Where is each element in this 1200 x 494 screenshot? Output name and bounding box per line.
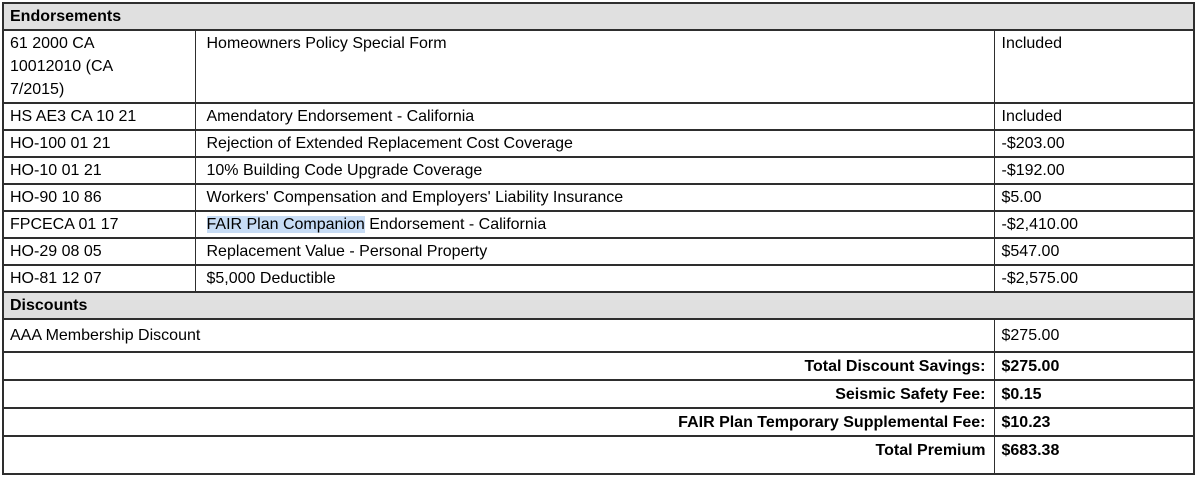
endorsement-code: HO-100 01 21 [2,129,196,158]
endorsement-amount: -$2,575.00 [993,264,1195,293]
discounts-section-header-row: Discounts [2,291,1195,320]
endorsement-row: HO-29 08 05 Replacement Value - Personal… [2,237,1195,266]
endorsement-description: Homeowners Policy Special Form [194,29,995,104]
endorsement-amount: -$203.00 [993,129,1195,158]
summary-amount: $0.15 [993,379,1195,409]
summary-amount: $10.23 [993,407,1195,437]
discount-label: AAA Membership Discount [2,318,995,353]
endorsement-code: HO-10 01 21 [2,156,196,185]
highlighted-text: FAIR Plan Companion [206,216,365,233]
endorsement-code: HO-81 12 07 [2,264,196,293]
endorsement-description: Workers' Compensation and Employers' Lia… [194,183,995,212]
summary-label: Total Discount Savings: [2,351,995,381]
summary-label: Total Premium [2,435,995,475]
endorsement-code: 61 2000 CA 10012010 (CA 7/2015) [2,29,196,104]
endorsement-code: HS AE3 CA 10 21 [2,102,196,131]
endorsement-description: 10% Building Code Upgrade Coverage [194,156,995,185]
summary-row-fair-plan-fee: FAIR Plan Temporary Supplemental Fee: $1… [2,407,1195,437]
summary-row-total-premium: Total Premium $683.38 [2,435,1195,475]
endorsement-row: 61 2000 CA 10012010 (CA 7/2015) Homeowne… [2,29,1195,104]
endorsement-description: FAIR Plan Companion Endorsement - Califo… [194,210,995,239]
endorsement-description: Rejection of Extended Replacement Cost C… [194,129,995,158]
summary-row-total-discount-savings: Total Discount Savings: $275.00 [2,351,1195,381]
endorsement-amount: Included [993,29,1195,104]
endorsement-code: FPCECA 01 17 [2,210,196,239]
endorsement-amount: Included [993,102,1195,131]
endorsement-row: HO-100 01 21 Rejection of Extended Repla… [2,129,1195,158]
summary-amount: $683.38 [993,435,1195,475]
discount-amount: $275.00 [993,318,1195,353]
endorsement-row: HO-81 12 07 $5,000 Deductible -$2,575.00 [2,264,1195,293]
endorsement-amount: -$2,410.00 [993,210,1195,239]
endorsement-code: HO-29 08 05 [2,237,196,266]
endorsement-row-fair-plan: FPCECA 01 17 FAIR Plan Companion Endorse… [2,210,1195,239]
endorsement-description-rest: Endorsement - California [364,216,547,233]
endorsement-row: HS AE3 CA 10 21 Amendatory Endorsement -… [2,102,1195,131]
summary-label: Seismic Safety Fee: [2,379,995,409]
endorsement-description: $5,000 Deductible [194,264,995,293]
endorsements-section-header-row: Endorsements [2,2,1195,31]
endorsement-description: Amendatory Endorsement - California [194,102,995,131]
discount-row: AAA Membership Discount $275.00 [2,318,1195,353]
summary-label: FAIR Plan Temporary Supplemental Fee: [2,407,995,437]
endorsement-row: HO-10 01 21 10% Building Code Upgrade Co… [2,156,1195,185]
summary-amount: $275.00 [993,351,1195,381]
discounts-section-title: Discounts [2,291,1195,320]
endorsement-amount: -$192.00 [993,156,1195,185]
endorsement-description: Replacement Value - Personal Property [194,237,995,266]
premium-breakdown-table: Endorsements 61 2000 CA 10012010 (CA 7/2… [2,2,1196,475]
endorsements-section-title: Endorsements [2,2,1195,31]
endorsement-row: HO-90 10 86 Workers' Compensation and Em… [2,183,1195,212]
summary-row-seismic-safety-fee: Seismic Safety Fee: $0.15 [2,379,1195,409]
endorsement-amount: $5.00 [993,183,1195,212]
endorsement-code: HO-90 10 86 [2,183,196,212]
endorsement-amount: $547.00 [993,237,1195,266]
